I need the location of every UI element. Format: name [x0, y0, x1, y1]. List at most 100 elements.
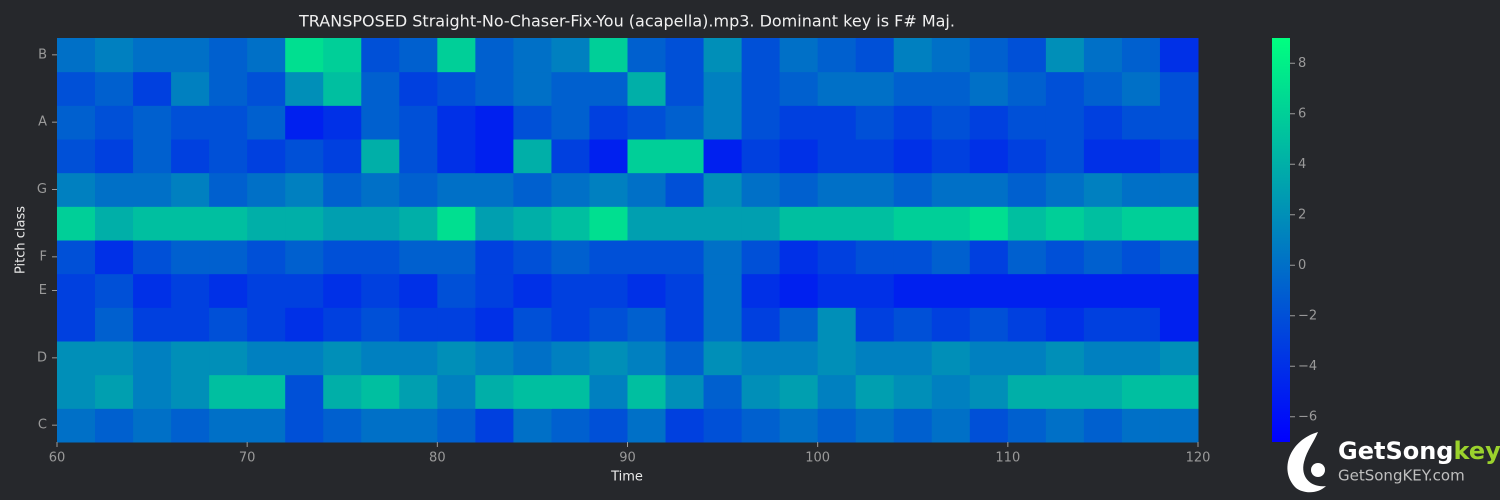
cell	[779, 374, 819, 409]
cell	[703, 139, 743, 174]
cell	[741, 139, 781, 174]
colorbar-tick-label: 2	[1298, 207, 1306, 222]
cell	[627, 206, 667, 241]
cell	[551, 206, 590, 241]
colorbar-tick-label: −4	[1298, 359, 1317, 374]
cell	[171, 105, 210, 140]
cell	[817, 240, 857, 275]
cell	[247, 71, 286, 106]
cell	[475, 408, 514, 443]
cell	[171, 38, 210, 73]
cell	[551, 139, 590, 174]
cell	[1121, 341, 1161, 376]
cell	[969, 273, 1009, 308]
cell	[855, 105, 895, 140]
cell	[665, 139, 705, 174]
cell	[247, 38, 286, 73]
cell	[1159, 240, 1199, 275]
cell	[931, 240, 971, 275]
cell	[969, 105, 1009, 140]
cell	[1083, 139, 1123, 174]
logo	[1287, 432, 1326, 493]
watermark-brand: GetSongkey	[1338, 437, 1500, 465]
cell	[95, 307, 134, 342]
cell	[779, 206, 819, 241]
cell	[399, 240, 438, 275]
cell	[399, 408, 438, 443]
cell	[1121, 374, 1161, 409]
cell	[551, 273, 590, 308]
cell	[1083, 408, 1123, 443]
cell	[1045, 240, 1085, 275]
cell	[285, 374, 324, 409]
cell	[57, 206, 96, 241]
y-tick-label: B	[38, 47, 47, 62]
cell	[1159, 307, 1199, 342]
cell	[437, 273, 476, 308]
cell	[171, 206, 210, 241]
cell	[817, 105, 857, 140]
cell	[57, 408, 96, 443]
cell	[1159, 105, 1199, 140]
cell	[475, 139, 514, 174]
cell	[893, 374, 933, 409]
cell	[95, 38, 134, 73]
cell	[247, 139, 286, 174]
cell	[57, 105, 96, 140]
cell	[133, 38, 172, 73]
cell	[665, 38, 705, 73]
cell	[171, 307, 210, 342]
cell	[741, 273, 781, 308]
cell	[247, 341, 286, 376]
cell	[285, 408, 324, 443]
cell	[703, 273, 743, 308]
cell	[1045, 273, 1085, 308]
cell	[513, 408, 552, 443]
cell	[741, 206, 781, 241]
x-tick-label: 60	[49, 451, 66, 466]
cell	[475, 240, 514, 275]
colorbar	[1272, 38, 1290, 442]
cell	[437, 341, 476, 376]
cell	[589, 307, 628, 342]
cell	[627, 71, 667, 106]
cell	[855, 307, 895, 342]
y-axis-label: Pitch class	[14, 206, 29, 274]
cell	[133, 139, 172, 174]
cell	[57, 172, 96, 207]
cell	[437, 374, 476, 409]
cell	[133, 71, 172, 106]
cell	[1007, 172, 1047, 207]
cell	[931, 38, 971, 73]
cell	[1121, 273, 1161, 308]
cell	[1159, 38, 1199, 73]
cell	[817, 374, 857, 409]
cell	[285, 38, 324, 73]
cell	[627, 240, 667, 275]
cell	[171, 374, 210, 409]
cell	[475, 374, 514, 409]
cell	[665, 105, 705, 140]
cell	[1007, 105, 1047, 140]
cell	[627, 38, 667, 73]
cell	[551, 374, 590, 409]
x-tick-label: 90	[619, 451, 636, 466]
cell	[209, 374, 248, 409]
cell	[589, 71, 628, 106]
cell	[855, 240, 895, 275]
cell	[361, 172, 400, 207]
colorbar-tick-label: −6	[1298, 409, 1317, 424]
x-tick-label: 110	[995, 451, 1020, 466]
cell	[855, 172, 895, 207]
cell	[779, 341, 819, 376]
cell	[817, 38, 857, 73]
cell	[323, 240, 362, 275]
cell	[475, 38, 514, 73]
cell	[323, 307, 362, 342]
cell	[399, 38, 438, 73]
colorbar-tick-label: 6	[1298, 106, 1306, 121]
cell	[1045, 172, 1085, 207]
cell	[627, 105, 667, 140]
cell	[703, 408, 743, 443]
y-tick-label: D	[37, 350, 47, 365]
